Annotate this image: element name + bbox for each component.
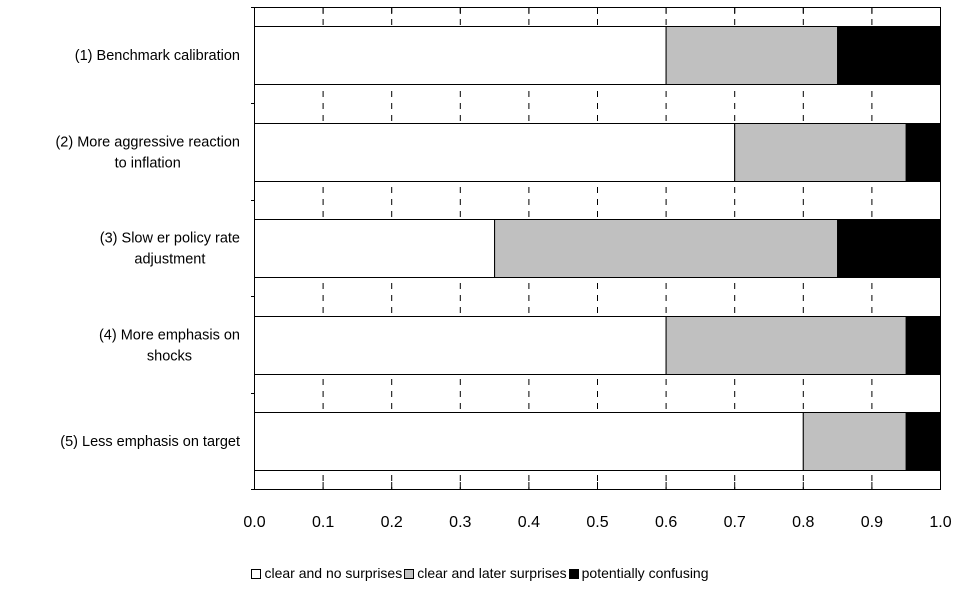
bar-segment-clear-and-no-surprises [254,412,804,471]
bar-segment-clear-and-later-surprises [734,123,907,182]
x-tick-label: 0.6 [655,514,677,531]
x-tick-label: 0.7 [724,514,746,531]
legend-item: clear and no surprises [251,564,402,582]
x-tick-label: 0.3 [449,514,471,531]
legend-swatch [404,569,415,579]
plot-frame [251,7,941,490]
x-tick-label: 0.9 [861,514,883,531]
category-label-line: (3) Slow er policy rate [100,231,240,247]
bar-segment-clear-and-later-surprises [665,316,907,375]
bar-segment-potentially-confusing [837,26,941,85]
bar-segment-clear-and-no-surprises [254,316,667,375]
x-tick-label: 0.0 [243,514,265,531]
category-labels: (1) Benchmark calibration (2) More aggres… [55,48,240,450]
x-tick-labels: 0.0 0.1 0.2 0.3 0.4 0.5 0.6 0.7 0.8 0.9 1.0 [243,514,951,531]
bar-segment-potentially-confusing [905,412,942,471]
x-tick-label: 1.0 [929,514,951,531]
category-label: (5) Less emphasis on target [60,434,240,450]
legend-label: potentially confusing [581,565,709,581]
category-label-line: (5) Less emphasis on target [60,434,240,450]
category-label-line: (2) More aggressive reaction [55,135,240,151]
legend-item: potentially confusing [568,564,709,582]
legend: clear and no surprises clear and later su… [0,564,960,582]
category-label: (2) More aggressive reaction to inflation [55,135,240,172]
bar-segment-clear-and-no-surprises [254,26,667,85]
legend-item: clear and later surprises [404,564,567,582]
bar-segment-clear-and-no-surprises [254,123,736,182]
bar-segment-clear-and-no-surprises [254,219,496,278]
category-label: (4) More emphasis on shocks [99,328,240,365]
bar-segment-potentially-confusing [905,123,942,182]
bar-segment-clear-and-later-surprises [494,219,839,278]
bar-segment-potentially-confusing [905,316,942,375]
x-tick-label: 0.1 [312,514,334,531]
category-label-line: (4) More emphasis on [99,328,240,344]
x-tick-label: 0.4 [518,514,540,531]
category-label-line: adjustment [134,252,205,268]
category-label-line: to inflation [115,156,181,172]
legend-swatch [251,569,262,579]
category-label: (3) Slow er policy rate adjustment [100,231,240,268]
bar-segment-clear-and-later-surprises [802,412,907,471]
category-label: (1) Benchmark calibration [75,48,240,64]
x-tick-label: 0.2 [381,514,403,531]
legend-swatch [568,569,579,579]
bar-segment-potentially-confusing [837,219,941,278]
bar-segment-clear-and-later-surprises [665,26,839,85]
plot-border [254,7,941,490]
category-label-line: (1) Benchmark calibration [75,48,240,64]
x-tick-label: 0.8 [792,514,814,531]
bars [254,26,942,471]
legend-label: clear and later surprises [417,565,567,581]
legend-label: clear and no surprises [264,565,403,581]
x-tick-label: 0.5 [586,514,608,531]
category-label-line: shocks [147,349,192,365]
stacked-bar-chart: (1) Benchmark calibration (2) More aggres… [55,7,952,531]
